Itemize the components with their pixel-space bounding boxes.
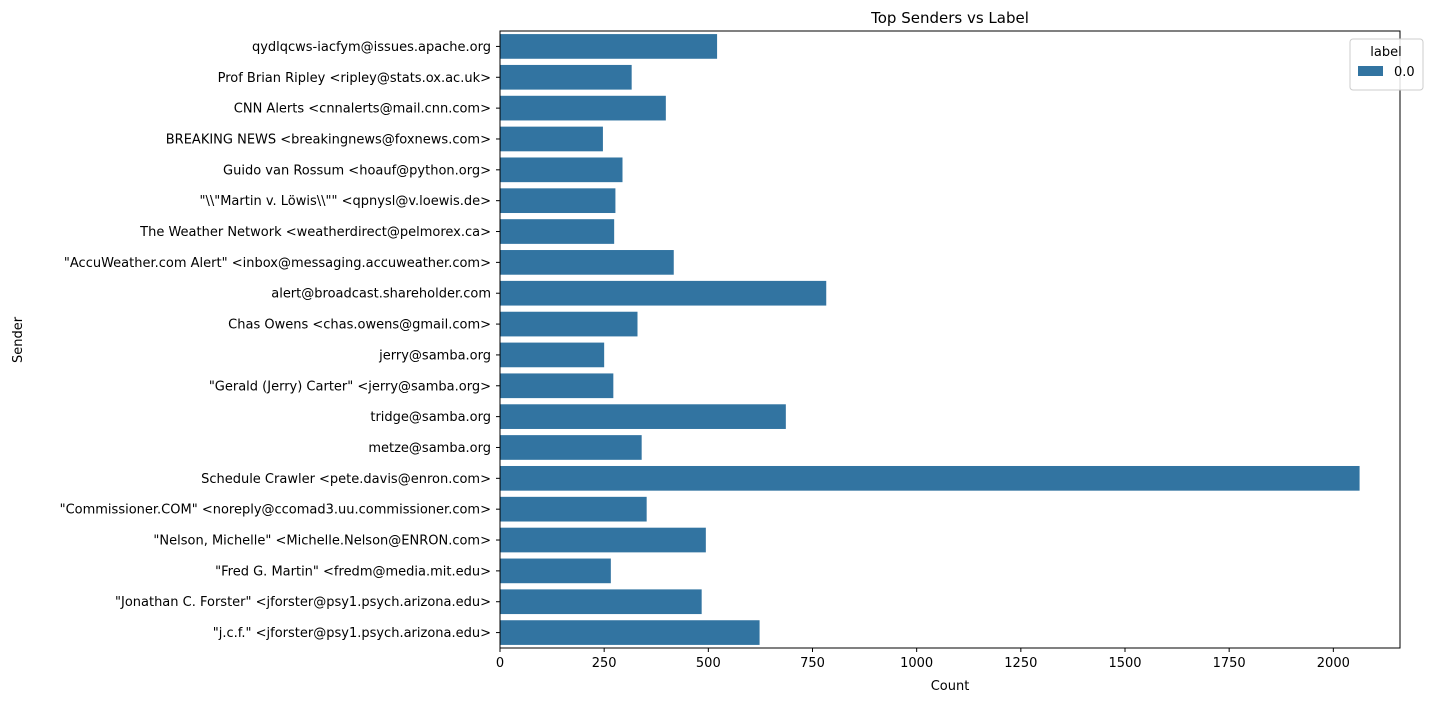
x-tick-label: 0 bbox=[496, 656, 504, 671]
x-axis-title: Count bbox=[931, 679, 970, 694]
y-tick-label: Chas Owens <chas.owens@gmail.com> bbox=[228, 318, 491, 333]
y-tick-label: "Nelson, Michelle" <Michelle.Nelson@ENRO… bbox=[153, 534, 491, 549]
x-tick-label: 1000 bbox=[900, 656, 933, 671]
chart-title: Top Senders vs Label bbox=[870, 9, 1029, 27]
y-tick-label: "Commissioner.COM" <noreply@ccomad3.uu.c… bbox=[60, 503, 491, 518]
y-tick-label: Prof Brian Ripley <ripley@stats.ox.ac.uk… bbox=[218, 71, 491, 86]
y-tick-label: tridge@samba.org bbox=[370, 410, 491, 425]
x-axis: 0 250 500 750 1000 1250 1500 1750 2000 bbox=[496, 648, 1350, 671]
y-tick-label: "Fred G. Martin" <fredm@media.mit.edu> bbox=[215, 564, 491, 579]
y-tick-label: metze@samba.org bbox=[368, 441, 491, 456]
y-tick-label: Guido van Rossum <hoauf@python.org> bbox=[223, 163, 491, 178]
bar bbox=[500, 34, 718, 59]
bar bbox=[500, 342, 605, 368]
bar bbox=[500, 589, 702, 615]
bar bbox=[500, 373, 614, 399]
legend-box bbox=[1349, 38, 1424, 91]
y-tick-label: BREAKING NEWS <breakingnews@foxnews.com> bbox=[166, 132, 491, 147]
y-tick-label: "AccuWeather.com Alert" <inbox@messaging… bbox=[64, 256, 491, 271]
bar bbox=[500, 280, 827, 306]
x-tick-label: 1750 bbox=[1213, 656, 1246, 671]
y-tick-label: jerry@samba.org bbox=[378, 348, 491, 363]
y-axis-title: Sender bbox=[11, 316, 26, 363]
bar bbox=[500, 558, 611, 584]
bar bbox=[500, 64, 632, 90]
y-tick-label: CNN Alerts <cnnalerts@mail.cnn.com> bbox=[234, 102, 491, 117]
legend-entry-label: 0.0 bbox=[1394, 65, 1415, 80]
bar bbox=[500, 496, 647, 522]
bar bbox=[500, 188, 616, 214]
y-tick-label: alert@broadcast.shareholder.com bbox=[271, 287, 491, 302]
bar bbox=[500, 465, 1360, 491]
bar bbox=[500, 620, 760, 645]
x-tick-label: 250 bbox=[592, 656, 617, 671]
y-tick-label: Schedule Crawler <pete.davis@enron.com> bbox=[201, 472, 491, 487]
bars-group bbox=[500, 34, 1360, 645]
y-tick-labels: qydlqcws-iacfym@issues.apache.org Prof Br… bbox=[60, 40, 500, 641]
x-tick-label: 750 bbox=[800, 656, 825, 671]
bar bbox=[500, 250, 674, 275]
x-tick-label: 500 bbox=[696, 656, 721, 671]
y-tick-label: "j.c.f." <jforster@psy1.psych.arizona.ed… bbox=[213, 626, 491, 641]
y-tick-label: qydlqcws-iacfym@issues.apache.org bbox=[252, 40, 491, 55]
bar bbox=[500, 219, 615, 244]
bar bbox=[500, 527, 706, 553]
y-tick-label: "\\"Martin v. Löwis\\"" <qpnysl@v.loewis… bbox=[200, 194, 492, 209]
x-tick-label: 1500 bbox=[1108, 656, 1141, 671]
bar bbox=[500, 311, 638, 337]
plot-frame bbox=[499, 30, 1401, 649]
x-tick-label: 2000 bbox=[1317, 656, 1350, 671]
legend-title: label bbox=[1370, 45, 1401, 60]
y-tick-label: The Weather Network <weatherdirect@pelmo… bbox=[139, 225, 491, 240]
bar bbox=[500, 157, 623, 183]
bar bbox=[500, 435, 642, 460]
bar bbox=[500, 404, 786, 429]
legend: label 0.0 bbox=[1349, 38, 1424, 91]
y-tick-label: "Jonathan C. Forster" <jforster@psy1.psy… bbox=[115, 595, 491, 610]
bar bbox=[500, 95, 666, 121]
legend-swatch bbox=[1358, 66, 1383, 76]
x-tick-label: 1250 bbox=[1004, 656, 1037, 671]
y-tick-label: "Gerald (Jerry) Carter" <jerry@samba.org… bbox=[209, 379, 491, 394]
bar bbox=[500, 126, 603, 152]
